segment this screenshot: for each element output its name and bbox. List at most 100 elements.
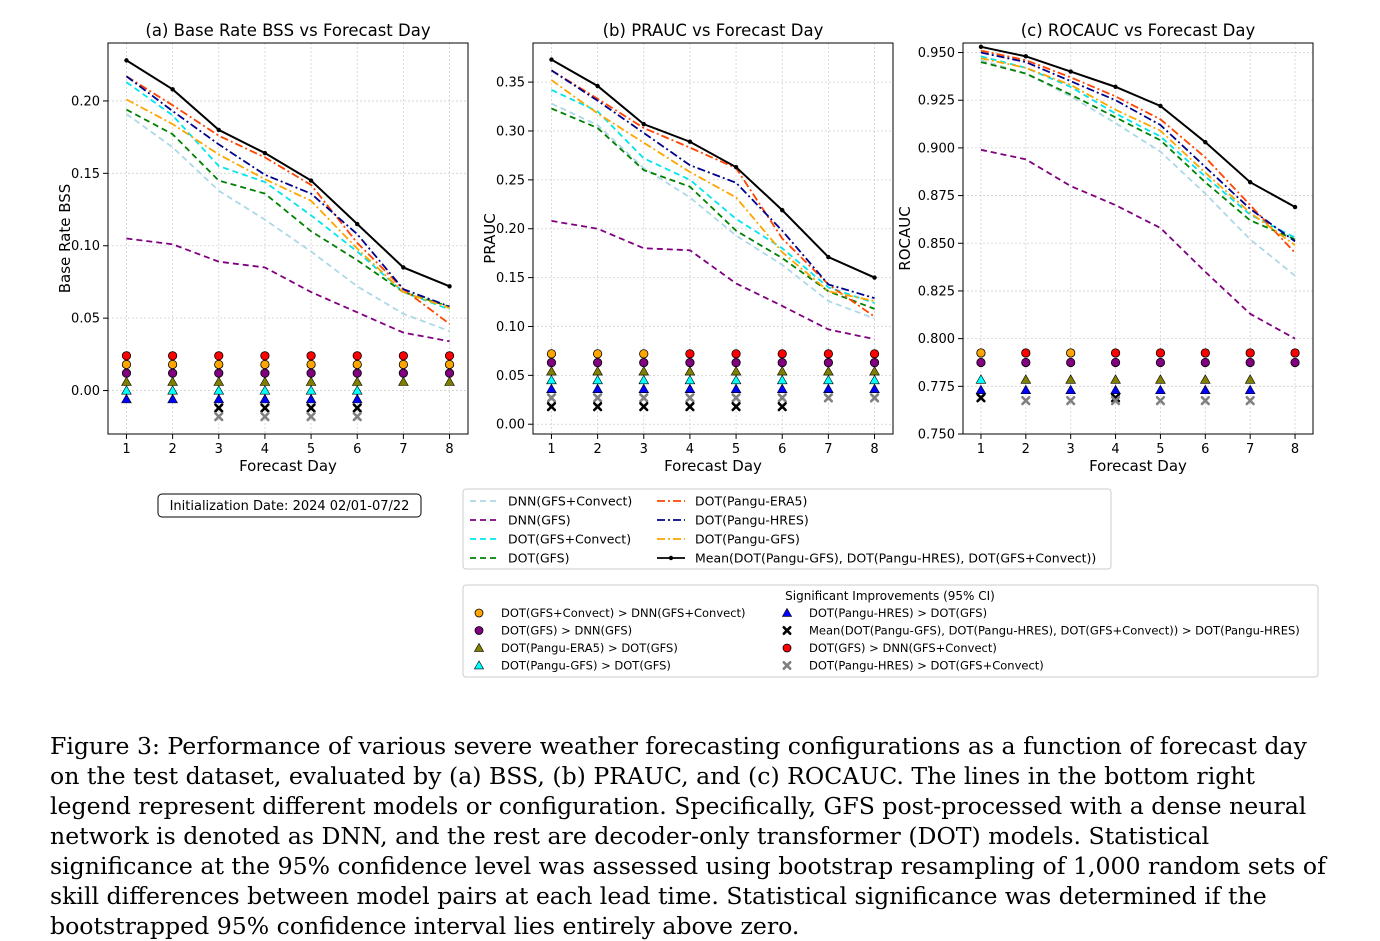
significance-marker bbox=[730, 366, 742, 376]
significance-marker bbox=[1290, 348, 1300, 358]
chart-title: (a) Base Rate BSS vs Forecast Day bbox=[145, 21, 430, 40]
legend-marker bbox=[782, 643, 792, 653]
chart-title: (c) ROCAUC vs Forecast Day bbox=[1021, 21, 1256, 40]
significance-marker bbox=[1110, 374, 1121, 384]
significance-marker bbox=[305, 376, 317, 386]
significance-marker bbox=[869, 393, 880, 403]
y-tick-label: 0.950 bbox=[918, 46, 955, 61]
x-tick-label: 4 bbox=[686, 442, 694, 457]
legend-label: DOT(Pangu-HRES) > DOT(GFS) bbox=[809, 606, 987, 620]
series-line bbox=[125, 113, 450, 333]
significance-marker bbox=[976, 357, 986, 368]
significance-marker bbox=[592, 374, 603, 385]
significance-marker bbox=[1199, 384, 1211, 395]
significance-marker bbox=[638, 366, 650, 376]
panel-bss: 1 2 3 4 5 6 7 8 0.00 0.05 0.10 0.15 0.20 (a) Base Rat… bbox=[56, 21, 469, 475]
series-line bbox=[126, 98, 450, 309]
significance-marker bbox=[1245, 357, 1255, 368]
series-point bbox=[355, 221, 360, 227]
legend-label: DOT(GFS+Convect) bbox=[508, 532, 631, 547]
significance-marker bbox=[685, 401, 695, 412]
y-axis-label: Base Rate BSS bbox=[56, 184, 74, 294]
x-axis-label: Forecast Day bbox=[239, 457, 337, 475]
significance-marker bbox=[1200, 348, 1210, 358]
legend-marker bbox=[473, 660, 485, 670]
y-tick-label: 0.30 bbox=[496, 124, 525, 139]
significance-marker bbox=[306, 351, 316, 361]
significance-marker bbox=[975, 374, 987, 384]
significance-marker bbox=[214, 368, 224, 378]
legend-marker bbox=[473, 642, 485, 652]
legend-label: DOT(Pangu-GFS) bbox=[695, 532, 800, 547]
significance-marker bbox=[167, 385, 178, 395]
series-line bbox=[980, 55, 1296, 239]
legend-marker bbox=[782, 661, 792, 670]
significance-marker bbox=[444, 376, 455, 386]
significance-marker bbox=[869, 366, 880, 376]
x-tick-label: 7 bbox=[824, 442, 832, 457]
y-tick-label: 0.875 bbox=[918, 189, 955, 204]
panel-rocauc: 1 2 3 4 5 6 7 8 0.750 0.775 0.800 0.825 0.850 0.875 0.… bbox=[896, 21, 1314, 475]
x-tick-label: 8 bbox=[870, 442, 878, 457]
series-line bbox=[980, 61, 1296, 241]
significance-marker bbox=[777, 349, 787, 359]
series-point bbox=[124, 58, 129, 63]
x-tick-label: 6 bbox=[778, 442, 786, 457]
panel-prauc: 1 2 3 4 5 6 7 8 0.00 0.05 0.10 0.15 0.20 0.25 0.30 0.35… bbox=[481, 21, 894, 475]
significance-marker bbox=[546, 374, 557, 385]
x-tick-label: 6 bbox=[1201, 442, 1209, 457]
significance-marker bbox=[731, 393, 741, 403]
legend-label: DOT(GFS) bbox=[508, 551, 569, 566]
legend-marker bbox=[474, 626, 484, 635]
significance-marker bbox=[1110, 384, 1121, 395]
series-point bbox=[1023, 54, 1029, 59]
significance-marker bbox=[546, 358, 557, 368]
significance-marker bbox=[777, 393, 787, 403]
significance-marker bbox=[352, 359, 362, 370]
chart-title: (b) PRAUC vs Forecast Day bbox=[603, 21, 824, 40]
significance-marker bbox=[1066, 395, 1076, 406]
significance-marker bbox=[167, 393, 178, 404]
x-tick-label: 5 bbox=[307, 442, 315, 457]
x-axis-label: Forecast Day bbox=[664, 457, 762, 475]
significance-marker bbox=[685, 358, 695, 368]
legend-label: DOT(GFS) > DNN(GFS) bbox=[501, 624, 632, 638]
axes-frame bbox=[532, 42, 894, 435]
x-tick-label: 1 bbox=[977, 442, 985, 457]
series-line bbox=[980, 45, 1296, 208]
significance-marker bbox=[1200, 357, 1210, 368]
significance-marker bbox=[976, 393, 986, 403]
series-point bbox=[1158, 103, 1163, 109]
y-tick-label: 0.775 bbox=[918, 380, 955, 395]
significance-marker bbox=[168, 351, 178, 361]
significance-marker bbox=[444, 359, 455, 370]
series-line bbox=[980, 148, 1296, 340]
significance-marker bbox=[1155, 348, 1166, 358]
x-tick-label: 5 bbox=[1156, 442, 1164, 457]
significance-marker bbox=[1020, 384, 1032, 395]
legend-marker bbox=[781, 607, 793, 617]
significance-marker bbox=[1245, 395, 1255, 406]
series-point bbox=[733, 164, 739, 170]
series-point bbox=[595, 83, 600, 89]
significance-marker bbox=[214, 351, 224, 361]
y-tick-label: 0.15 bbox=[71, 167, 100, 182]
y-tick-label: 0.00 bbox=[496, 418, 525, 433]
significance-marker bbox=[398, 351, 408, 361]
significance-marker bbox=[168, 368, 178, 378]
significance-marker bbox=[639, 358, 649, 368]
significance-marker bbox=[1110, 357, 1121, 368]
significance-marker bbox=[975, 384, 987, 395]
significance-marker bbox=[121, 376, 132, 386]
y-tick-label: 0.10 bbox=[496, 320, 525, 335]
significance-marker bbox=[593, 358, 603, 368]
significance-marker bbox=[592, 366, 603, 376]
significance-marker bbox=[546, 393, 557, 403]
significance-marker bbox=[869, 349, 880, 359]
init-date-label: Initialization Date: 2024 02/01-07/22 bbox=[170, 499, 410, 514]
series-line bbox=[550, 79, 875, 302]
series-line bbox=[125, 59, 450, 288]
significance-marker bbox=[260, 368, 270, 378]
series-point bbox=[1068, 69, 1073, 74]
legend-point bbox=[668, 555, 674, 561]
